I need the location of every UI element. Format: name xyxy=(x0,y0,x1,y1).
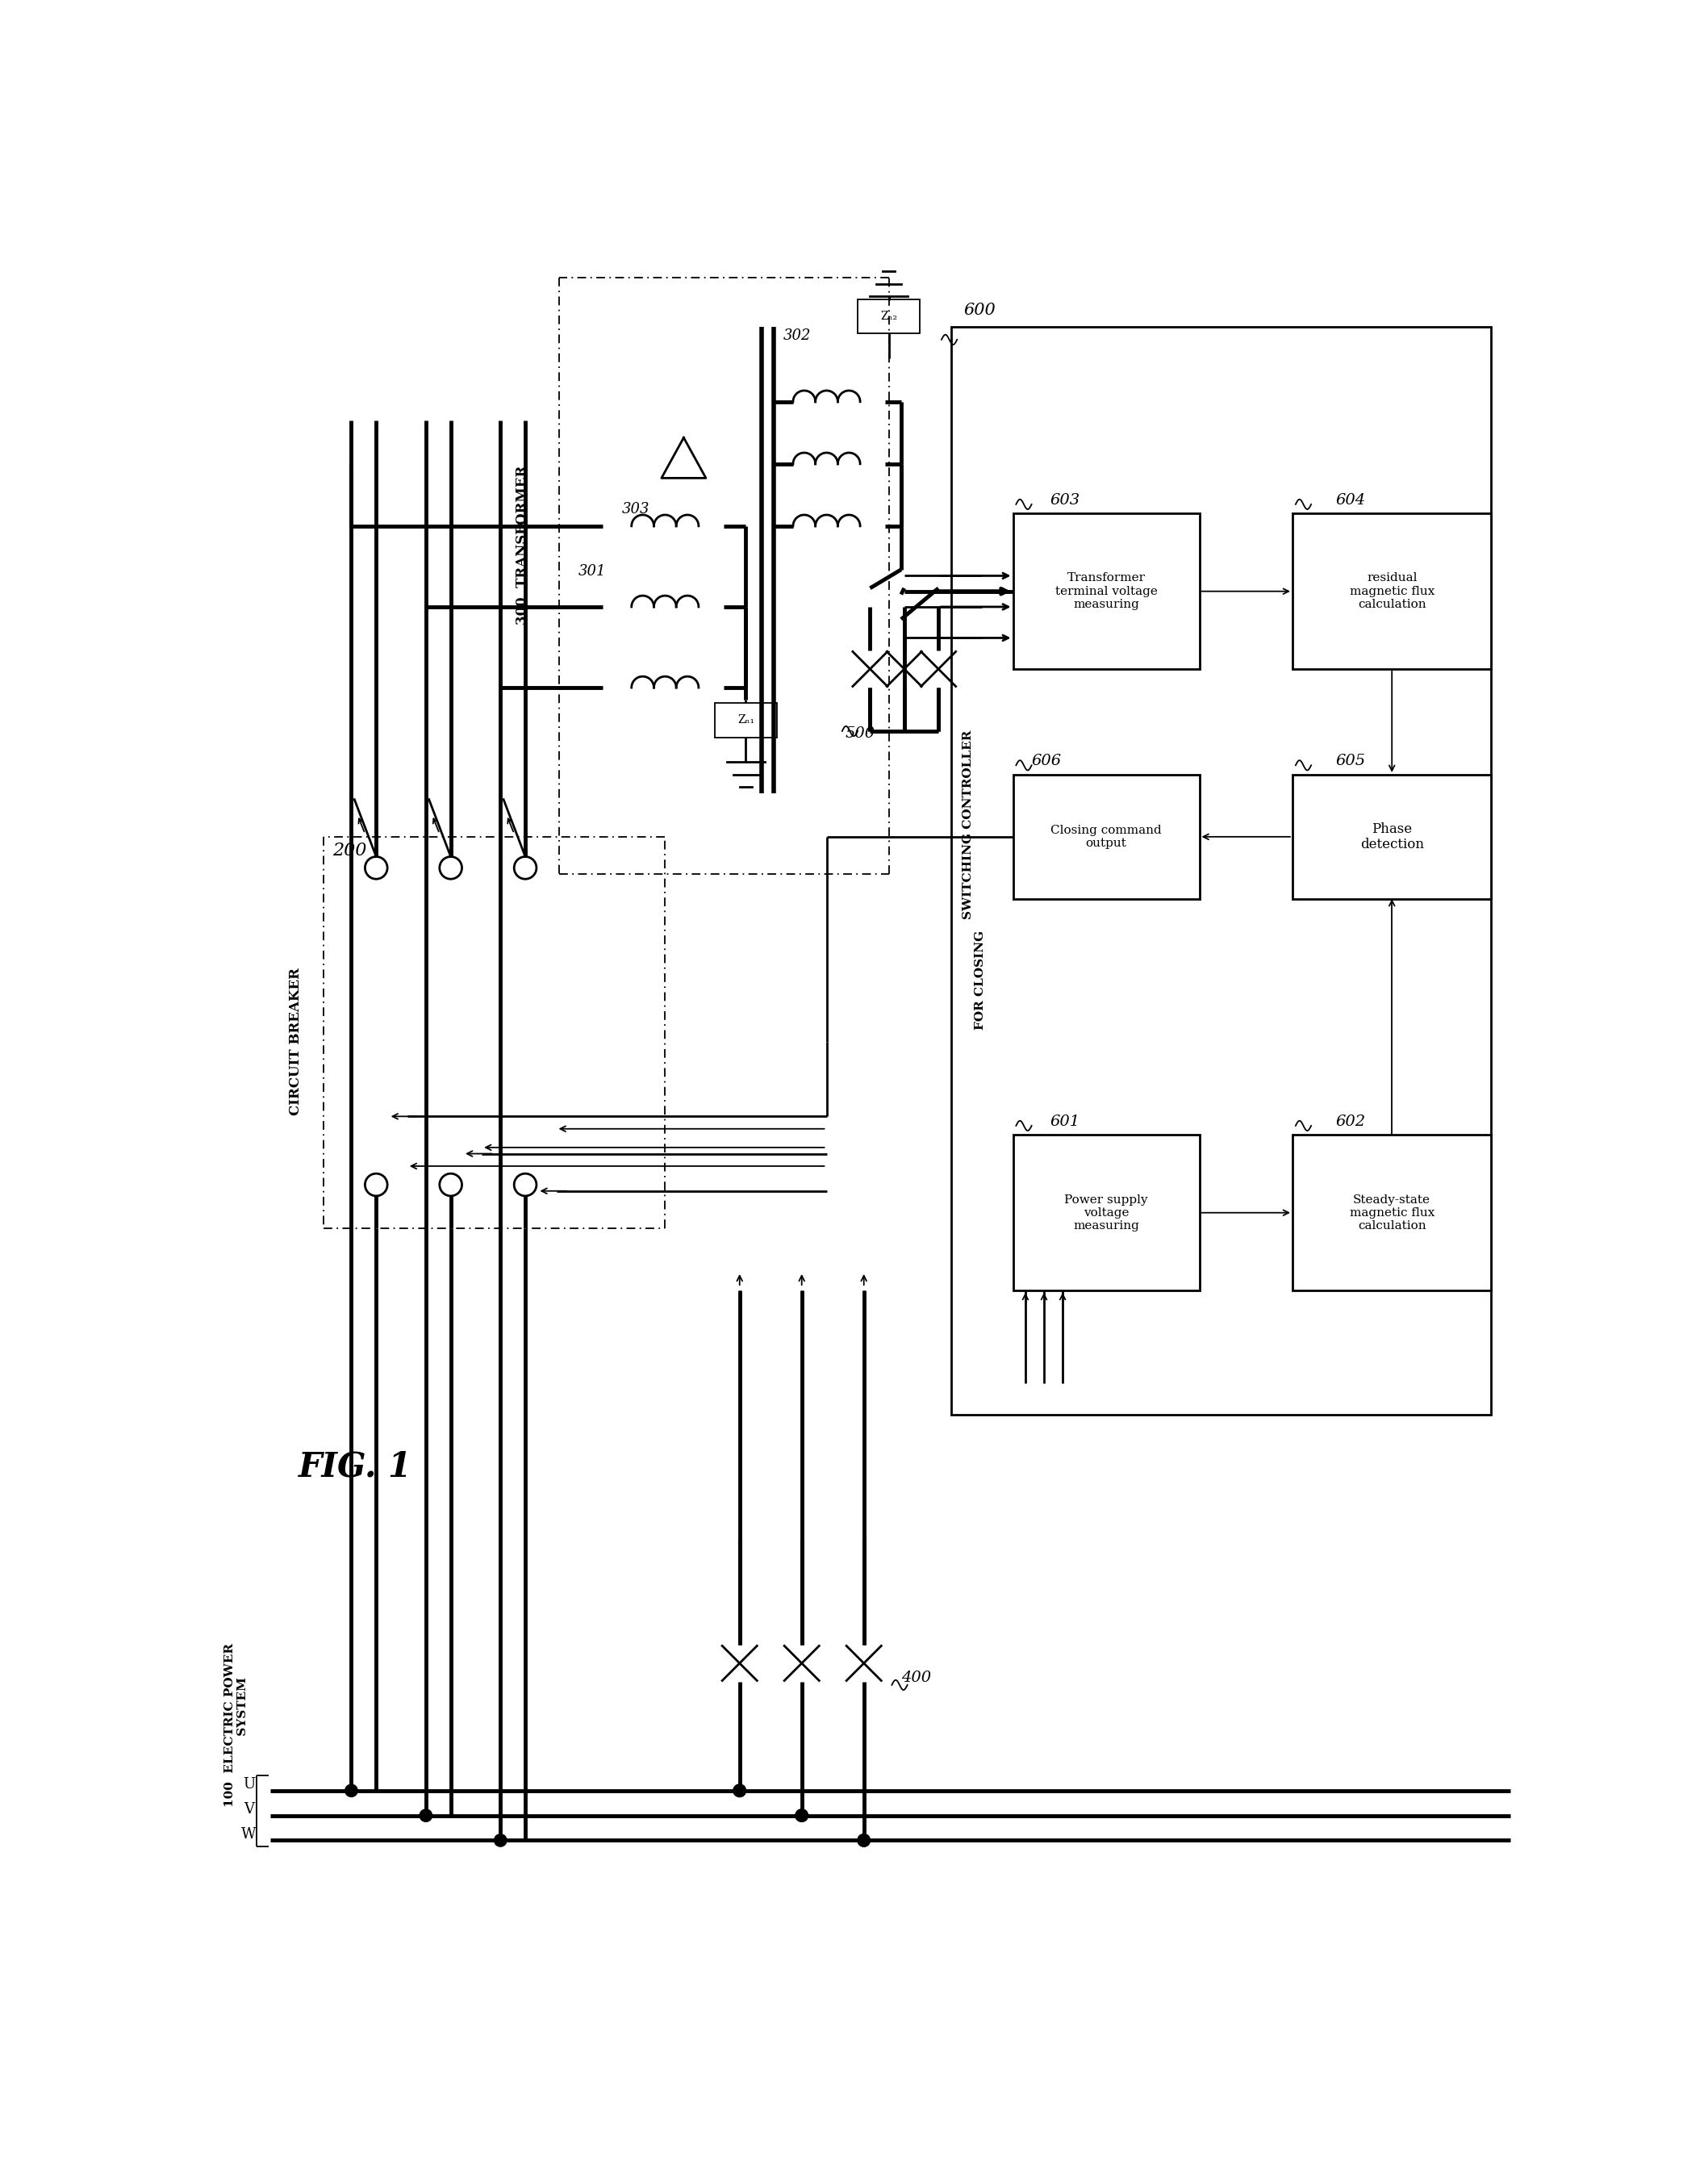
Text: 602: 602 xyxy=(1336,1113,1366,1129)
Text: 500: 500 xyxy=(845,727,874,740)
Circle shape xyxy=(857,1834,869,1847)
Text: 302: 302 xyxy=(782,327,811,343)
Text: 400: 400 xyxy=(902,1670,931,1685)
Circle shape xyxy=(439,856,461,880)
Circle shape xyxy=(420,1810,432,1821)
Text: 300  TRANSFORMER: 300 TRANSFORMER xyxy=(516,465,529,624)
Circle shape xyxy=(366,856,388,880)
Bar xyxy=(1013,1135,1199,1290)
Circle shape xyxy=(514,1174,536,1196)
Text: FOR CLOSING: FOR CLOSING xyxy=(975,930,986,1030)
Text: Power supply
voltage
measuring: Power supply voltage measuring xyxy=(1064,1194,1148,1231)
Bar xyxy=(714,703,777,738)
Text: 601: 601 xyxy=(1050,1113,1079,1129)
Text: 303: 303 xyxy=(622,502,649,517)
Text: CIRCUIT BREAKER: CIRCUIT BREAKER xyxy=(289,967,302,1116)
Text: 200: 200 xyxy=(333,843,367,860)
Circle shape xyxy=(733,1784,746,1797)
Text: Closing command
output: Closing command output xyxy=(1050,825,1161,849)
Text: 606: 606 xyxy=(1032,753,1062,768)
Text: Zₙ₁: Zₙ₁ xyxy=(738,714,755,727)
Circle shape xyxy=(366,1174,388,1196)
Bar xyxy=(1293,1135,1491,1290)
Text: 603: 603 xyxy=(1050,493,1079,506)
Text: 600: 600 xyxy=(963,303,996,319)
Text: 605: 605 xyxy=(1336,753,1366,768)
Circle shape xyxy=(857,1834,869,1847)
Text: 604: 604 xyxy=(1336,493,1366,506)
Circle shape xyxy=(733,1784,746,1797)
Circle shape xyxy=(796,1810,808,1821)
Bar xyxy=(951,327,1491,1415)
Circle shape xyxy=(494,1834,507,1847)
Bar xyxy=(1013,775,1199,899)
Text: Phase
detection: Phase detection xyxy=(1360,823,1424,851)
Circle shape xyxy=(345,1784,357,1797)
Bar xyxy=(1013,513,1199,668)
Text: U: U xyxy=(243,1777,254,1792)
Text: Zₙ₂: Zₙ₂ xyxy=(880,310,897,321)
Text: residual
magnetic flux
calculation: residual magnetic flux calculation xyxy=(1349,572,1435,609)
Text: Steady-state
magnetic flux
calculation: Steady-state magnetic flux calculation xyxy=(1349,1194,1435,1231)
Circle shape xyxy=(796,1810,808,1821)
Bar xyxy=(857,299,921,334)
Circle shape xyxy=(439,1174,461,1196)
Text: 100  ELECTRIC POWER
         SYSTEM: 100 ELECTRIC POWER SYSTEM xyxy=(224,1644,249,1808)
Text: Transformer
terminal voltage
measuring: Transformer terminal voltage measuring xyxy=(1056,572,1158,609)
Bar xyxy=(1293,775,1491,899)
Text: V: V xyxy=(244,1801,254,1816)
Text: FIG. 1: FIG. 1 xyxy=(299,1450,412,1484)
Text: SWITCHING CONTROLLER: SWITCHING CONTROLLER xyxy=(963,729,974,919)
Text: W: W xyxy=(241,1827,256,1842)
Bar xyxy=(1293,513,1491,668)
Circle shape xyxy=(514,856,536,880)
Text: 301: 301 xyxy=(577,565,606,578)
